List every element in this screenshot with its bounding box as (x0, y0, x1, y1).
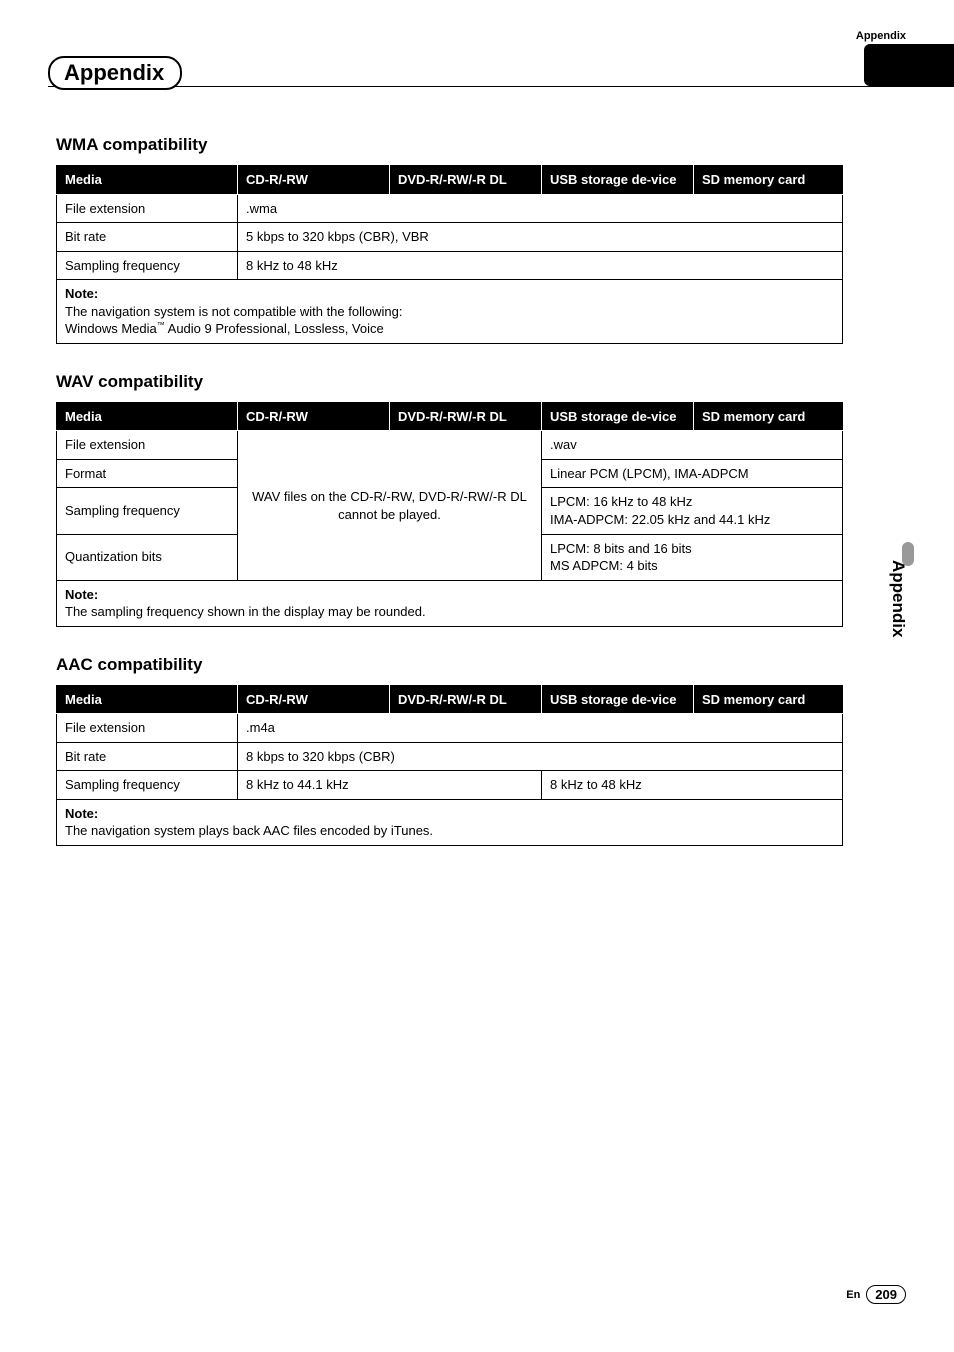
row-value: 5 kbps to 320 kbps (CBR), VBR (238, 223, 843, 252)
col-usb: USB storage de-vice (542, 685, 694, 714)
col-cd: CD-R/-RW (238, 166, 390, 195)
row-value: 8 kHz to 44.1 kHz (238, 771, 542, 800)
table-header-row: Media CD-R/-RW DVD-R/-RW/-R DL USB stora… (57, 402, 843, 431)
col-usb: USB storage de-vice (542, 166, 694, 195)
table-row: File extension .wma (57, 194, 843, 223)
header-rule (48, 86, 954, 87)
note-line: Audio 9 Professional, Lossless, Voice (165, 321, 384, 336)
note-line: The navigation system is not compatible … (65, 304, 402, 319)
footer-page-number: 209 (866, 1285, 906, 1304)
row-value: 8 kHz to 48 kHz (542, 771, 843, 800)
col-dvd: DVD-R/-RW/-R DL (390, 166, 542, 195)
table-row: Bit rate 5 kbps to 320 kbps (CBR), VBR (57, 223, 843, 252)
row-label: Bit rate (57, 223, 238, 252)
note-cell: Note: The navigation system is not compa… (57, 280, 843, 344)
row-value: Linear PCM (LPCM), IMA-ADPCM (542, 459, 843, 488)
page-footer: En 209 (846, 1285, 906, 1304)
trademark-icon: ™ (157, 321, 165, 330)
row-value: .m4a (238, 714, 843, 743)
col-media: Media (57, 685, 238, 714)
row-value: 8 kbps to 320 kbps (CBR) (238, 742, 843, 771)
aac-table: Media CD-R/-RW DVD-R/-RW/-R DL USB stora… (56, 685, 843, 846)
row-label: Format (57, 459, 238, 488)
note-text: The navigation system plays back AAC fil… (65, 823, 433, 838)
col-sd: SD memory card (694, 166, 843, 195)
col-cd: CD-R/-RW (238, 402, 390, 431)
row-value: LPCM: 16 kHz to 48 kHz IMA-ADPCM: 22.05 … (542, 488, 843, 534)
wma-heading: WMA compatibility (56, 135, 842, 155)
row-label: File extension (57, 431, 238, 460)
aac-heading: AAC compatibility (56, 655, 842, 675)
row-label: File extension (57, 714, 238, 743)
side-section-label: Appendix (888, 560, 908, 637)
note-text: The sampling frequency shown in the disp… (65, 604, 426, 619)
table-row: File extension .m4a (57, 714, 843, 743)
note-label: Note: (65, 587, 98, 602)
note-label: Note: (65, 286, 98, 301)
table-row: Bit rate 8 kbps to 320 kbps (CBR) (57, 742, 843, 771)
table-row: Sampling frequency 8 kHz to 48 kHz (57, 251, 843, 280)
col-dvd: DVD-R/-RW/-R DL (390, 685, 542, 714)
table-row: Sampling frequency 8 kHz to 44.1 kHz 8 k… (57, 771, 843, 800)
row-value: 8 kHz to 48 kHz (238, 251, 843, 280)
col-sd: SD memory card (694, 402, 843, 431)
col-media: Media (57, 166, 238, 195)
row-label: Sampling frequency (57, 771, 238, 800)
note-row: Note: The sampling frequency shown in th… (57, 580, 843, 626)
col-media: Media (57, 402, 238, 431)
note-row: Note: The navigation system plays back A… (57, 799, 843, 845)
table-row: File extension WAV files on the CD-R/-RW… (57, 431, 843, 460)
col-sd: SD memory card (694, 685, 843, 714)
row-value: .wav (542, 431, 843, 460)
footer-lang: En (846, 1289, 860, 1301)
col-cd: CD-R/-RW (238, 685, 390, 714)
row-value: LPCM: 8 bits and 16 bits MS ADPCM: 4 bit… (542, 534, 843, 580)
row-label: Quantization bits (57, 534, 238, 580)
row-value: .wma (238, 194, 843, 223)
note-cell: Note: The navigation system plays back A… (57, 799, 843, 845)
row-label: Sampling frequency (57, 251, 238, 280)
corner-black-tab (864, 44, 954, 86)
row-label: Sampling frequency (57, 488, 238, 534)
wma-table: Media CD-R/-RW DVD-R/-RW/-R DL USB stora… (56, 165, 843, 344)
table-header-row: Media CD-R/-RW DVD-R/-RW/-R DL USB stora… (57, 166, 843, 195)
note-cell: Note: The sampling frequency shown in th… (57, 580, 843, 626)
wav-table: Media CD-R/-RW DVD-R/-RW/-R DL USB stora… (56, 402, 843, 627)
col-dvd: DVD-R/-RW/-R DL (390, 402, 542, 431)
col-usb: USB storage de-vice (542, 402, 694, 431)
page-title: Appendix (48, 56, 182, 90)
note-label: Note: (65, 806, 98, 821)
row-label: Bit rate (57, 742, 238, 771)
corner-section-label: Appendix (856, 30, 906, 42)
note-row: Note: The navigation system is not compa… (57, 280, 843, 344)
merged-note-cell: WAV files on the CD-R/-RW, DVD-R/-RW/-R … (238, 431, 542, 580)
row-label: File extension (57, 194, 238, 223)
note-line: Windows Media (65, 321, 157, 336)
wav-heading: WAV compatibility (56, 372, 842, 392)
table-header-row: Media CD-R/-RW DVD-R/-RW/-R DL USB stora… (57, 685, 843, 714)
main-content: WMA compatibility Media CD-R/-RW DVD-R/-… (56, 135, 842, 846)
